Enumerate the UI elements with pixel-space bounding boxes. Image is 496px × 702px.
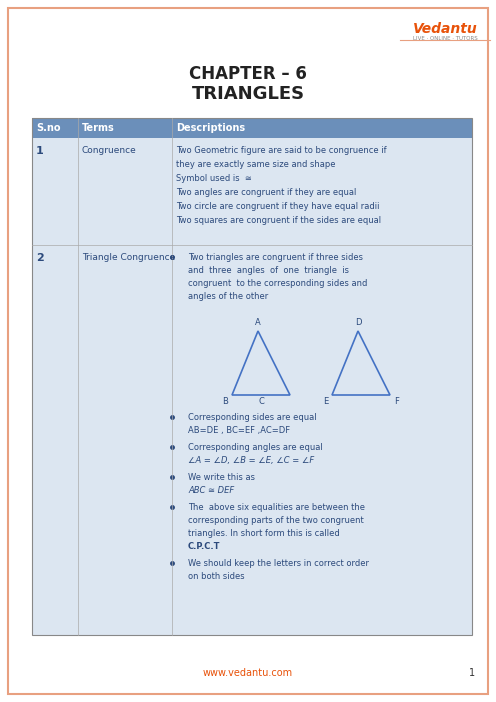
Text: on both sides: on both sides	[188, 572, 245, 581]
FancyBboxPatch shape	[8, 8, 488, 694]
Text: Descriptions: Descriptions	[176, 123, 245, 133]
Text: Corresponding sides are equal: Corresponding sides are equal	[188, 413, 316, 422]
Text: and  three  angles  of  one  triangle  is: and three angles of one triangle is	[188, 266, 349, 275]
Text: LIVE · ONLINE · TUTORS: LIVE · ONLINE · TUTORS	[413, 36, 477, 41]
Text: Two circle are congruent if they have equal radii: Two circle are congruent if they have eq…	[176, 202, 379, 211]
Text: F: F	[394, 397, 399, 406]
Text: We should keep the letters in correct order: We should keep the letters in correct or…	[188, 559, 369, 568]
Text: they are exactly same size and shape: they are exactly same size and shape	[176, 160, 335, 169]
Text: Two squares are congruent if the sides are equal: Two squares are congruent if the sides a…	[176, 216, 381, 225]
Text: www.vedantu.com: www.vedantu.com	[203, 668, 293, 678]
Text: ∠A = ∠D, ∠B = ∠E, ∠C = ∠F: ∠A = ∠D, ∠B = ∠E, ∠C = ∠F	[188, 456, 314, 465]
Text: congruent  to the corresponding sides and: congruent to the corresponding sides and	[188, 279, 368, 288]
Text: E: E	[323, 397, 328, 406]
Text: B: B	[222, 397, 228, 406]
FancyBboxPatch shape	[32, 118, 472, 138]
Text: Two triangles are congruent if three sides: Two triangles are congruent if three sid…	[188, 253, 363, 262]
FancyBboxPatch shape	[32, 245, 472, 635]
Text: 1: 1	[36, 146, 44, 156]
FancyBboxPatch shape	[32, 138, 472, 245]
Text: AB=DE , BC=EF ,AC=DF: AB=DE , BC=EF ,AC=DF	[188, 426, 290, 435]
Text: ABC ≅ DEF: ABC ≅ DEF	[188, 486, 234, 495]
Text: C: C	[258, 397, 264, 406]
Text: angles of the other: angles of the other	[188, 292, 268, 301]
Text: Two angles are congruent if they are equal: Two angles are congruent if they are equ…	[176, 188, 356, 197]
Text: corresponding parts of the two congruent: corresponding parts of the two congruent	[188, 516, 364, 525]
Text: TRIANGLES: TRIANGLES	[191, 85, 305, 103]
Text: CHAPTER – 6: CHAPTER – 6	[189, 65, 307, 83]
Text: Terms: Terms	[82, 123, 115, 133]
Text: Symbol used is  ≅: Symbol used is ≅	[176, 174, 252, 183]
Text: A: A	[255, 318, 261, 327]
Text: triangles. In short form this is called: triangles. In short form this is called	[188, 529, 340, 538]
Text: 1: 1	[469, 668, 475, 678]
Text: We write this as: We write this as	[188, 473, 255, 482]
Text: Triangle Congruence: Triangle Congruence	[82, 253, 175, 262]
Text: D: D	[355, 318, 361, 327]
Text: The  above six equalities are between the: The above six equalities are between the	[188, 503, 365, 512]
Text: Corresponding angles are equal: Corresponding angles are equal	[188, 443, 323, 452]
Text: Congruence: Congruence	[82, 146, 137, 155]
Text: 2: 2	[36, 253, 44, 263]
Text: Vedantu: Vedantu	[413, 22, 477, 36]
Text: Two Geometric figure are said to be congruence if: Two Geometric figure are said to be cong…	[176, 146, 386, 155]
Text: S.no: S.no	[36, 123, 61, 133]
Text: C.P.C.T: C.P.C.T	[188, 542, 221, 551]
